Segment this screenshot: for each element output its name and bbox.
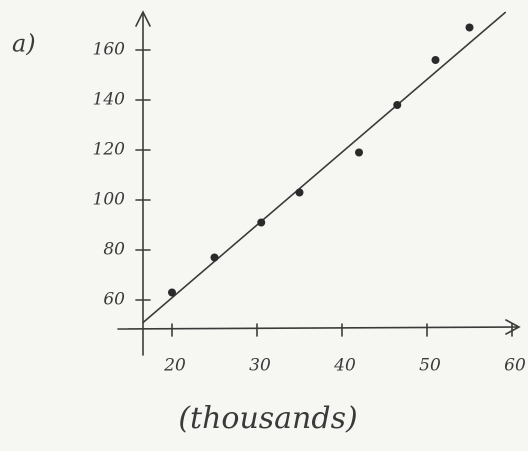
trend-line xyxy=(143,13,505,323)
y-tick-label: 60 xyxy=(103,290,125,310)
page: {"chart_data": {"type": "scatter", "pane… xyxy=(0,0,528,447)
y-tick-label: 160 xyxy=(93,40,126,60)
y-tick-label: 120 xyxy=(93,140,126,160)
y-tick-label: 100 xyxy=(93,190,126,210)
point xyxy=(257,219,265,227)
y-tick-label: 140 xyxy=(93,90,126,110)
chart: a) (thousands) 20 30 40 50 60 60 80 100 120 140 16… xyxy=(0,0,528,447)
x-tick-label: 30 xyxy=(249,356,271,376)
x-tick-label: 40 xyxy=(333,356,356,376)
x-axis xyxy=(118,327,518,329)
point xyxy=(355,149,363,157)
point xyxy=(432,56,440,64)
panel-label: a) xyxy=(12,30,36,58)
x-tick-label: 60 xyxy=(504,356,526,376)
point xyxy=(466,24,474,32)
x-tick-label: 20 xyxy=(163,356,186,376)
x-axis-label: (thousands) xyxy=(178,401,357,436)
x-tick-label: 50 xyxy=(419,356,441,376)
point xyxy=(296,189,304,197)
y-tick-label: 80 xyxy=(103,240,125,260)
point xyxy=(168,289,176,297)
point xyxy=(211,254,219,262)
point xyxy=(393,101,401,109)
